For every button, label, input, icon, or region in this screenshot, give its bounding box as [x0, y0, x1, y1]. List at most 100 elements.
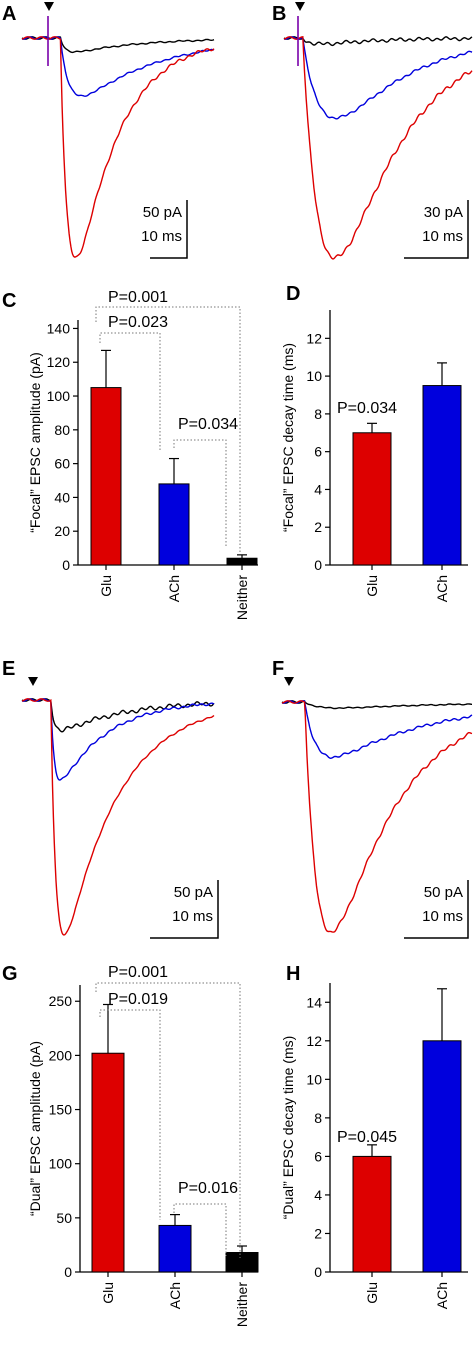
- panel-letter-h: H: [286, 963, 300, 985]
- p-value-label: P=0.045: [337, 1129, 397, 1146]
- trace-black: [281, 700, 472, 710]
- y-tick-label: 120: [47, 354, 71, 370]
- panel-letters: A B C D E F G H: [2, 3, 300, 985]
- bar-neither: [226, 557, 258, 566]
- panel-letter-g: G: [2, 963, 18, 985]
- y-tick-label: 0: [314, 557, 322, 573]
- y-tick-label: 50: [56, 1210, 72, 1226]
- y-tick-label: 10: [306, 1071, 322, 1087]
- bar-ach: [422, 1040, 462, 1273]
- y-tick-label: 0: [314, 1264, 322, 1280]
- x-tick-label: Neither: [234, 1282, 250, 1327]
- bar-glu: [91, 1052, 125, 1273]
- scale-bar-y-label: 50 pA: [424, 884, 463, 901]
- bar-ach: [422, 385, 462, 566]
- y-tick-label: 4: [314, 481, 322, 497]
- trace-red: [281, 700, 473, 933]
- panel-letter-c: C: [2, 290, 16, 312]
- trace-panel-e: 50 pA 10 ms: [21, 677, 219, 939]
- y-tick-label: 12: [306, 330, 322, 346]
- bar-panel-h: 0 2 4 6 8 10 12 14 “Dual” EPSC decay time (ms) Gl…: [280, 983, 468, 1309]
- y-axis-label: “Dual” EPSC amplitude (pA): [27, 1041, 43, 1216]
- significance-bracket: [99, 1009, 161, 1220]
- x-tick-label: Glu: [98, 575, 114, 597]
- trace-blue: [281, 700, 473, 760]
- p-value-label: P=0.034: [178, 416, 238, 433]
- x-tick-label: Glu: [364, 1282, 380, 1304]
- y-tick-label: 250: [49, 993, 73, 1009]
- y-tick-label: 200: [49, 1047, 73, 1063]
- y-tick-label: 0: [62, 557, 70, 573]
- p-value-label: P=0.001: [108, 289, 168, 306]
- y-tick-label: 2: [314, 519, 322, 535]
- y-tick-label: 80: [54, 422, 70, 438]
- trace-panel-f: 50 pA 10 ms: [281, 677, 473, 939]
- bar-ach: [158, 483, 190, 566]
- p-value-label: P=0.016: [178, 1180, 238, 1197]
- x-tick-label: Neither: [234, 575, 250, 620]
- scale-bar: [150, 200, 188, 259]
- bar-panel-d: 0 2 4 6 8 10 12 “Focal” EPSC decay time (ms) Glu…: [280, 310, 468, 602]
- scale-bar-x-label: 10 ms: [422, 908, 463, 925]
- trace-black: [283, 36, 473, 47]
- stimulus-marker-icon: [44, 2, 54, 11]
- y-tick-label: 2: [314, 1225, 322, 1241]
- x-tick-label: ACh: [434, 575, 450, 602]
- scale-bar-x-label: 10 ms: [422, 228, 463, 245]
- significance-bracket: [95, 982, 241, 1258]
- trace-red: [21, 36, 215, 258]
- y-tick-label: 100: [47, 388, 71, 404]
- trace-blue: [21, 698, 215, 781]
- y-tick-label: 10: [306, 368, 322, 384]
- scale-bar: [404, 880, 469, 939]
- scale-bar-x-label: 10 ms: [172, 908, 213, 925]
- y-tick-label: 20: [54, 523, 70, 539]
- panel-letter-d: D: [286, 283, 300, 305]
- bar-glu: [352, 432, 392, 566]
- stimulus-marker-icon: [295, 2, 305, 11]
- x-tick-label: ACh: [166, 575, 182, 602]
- y-axis-label: “Focal” EPSC decay time (ms): [280, 343, 296, 532]
- y-tick-label: 150: [49, 1102, 73, 1118]
- trace-black: [21, 36, 215, 54]
- bar-panel-g: 0 50 100 150 200 250 “Dual” EPSC amplitude (pA…: [27, 964, 259, 1327]
- y-tick-label: 100: [49, 1156, 73, 1172]
- trace-panels: 50 pA 10 ms 30 pA 10 ms 50 pA 10 ms 50 pA 10 ms: [21, 2, 473, 939]
- trace-blue: [283, 36, 473, 120]
- y-tick-label: 6: [314, 1148, 322, 1164]
- trace-red: [283, 36, 473, 260]
- bar-ach: [158, 1224, 192, 1273]
- trace-red: [21, 698, 215, 936]
- x-tick-label: ACh: [434, 1282, 450, 1309]
- significance-bracket: [95, 306, 241, 553]
- p-value-label: P=0.023: [108, 314, 168, 331]
- bar-panel-c: 0 20 40 60 80 100 120 140“Focal” EPSC amplitude…: [27, 289, 258, 620]
- stimulus-marker-icon: [28, 677, 38, 686]
- scale-bar-x-label: 10 ms: [141, 228, 182, 245]
- significance-bracket: [173, 439, 227, 548]
- significance-bracket: [99, 332, 161, 450]
- p-value-label: P=0.019: [108, 991, 168, 1008]
- y-tick-label: 8: [314, 406, 322, 422]
- y-tick-label: 40: [54, 489, 70, 505]
- trace-panel-a: 50 pA 10 ms: [21, 2, 215, 259]
- bar-glu: [352, 1155, 392, 1273]
- y-axis-label: “Focal” EPSC amplitude (pA): [27, 352, 43, 533]
- x-tick-label: Glu: [364, 575, 380, 597]
- panel-letter-f: F: [272, 658, 284, 680]
- y-tick-label: 12: [306, 1033, 322, 1049]
- stimulus-marker-icon: [284, 677, 294, 686]
- scale-bar: [404, 200, 469, 259]
- y-tick-label: 14: [306, 994, 322, 1010]
- trace-blue: [21, 36, 215, 97]
- scale-bar-y-label: 50 pA: [174, 884, 213, 901]
- y-tick-label: 0: [64, 1264, 72, 1280]
- x-tick-label: ACh: [167, 1282, 183, 1309]
- y-tick-label: 140: [47, 320, 71, 336]
- scale-bar-y-label: 30 pA: [424, 204, 463, 221]
- y-tick-label: 6: [314, 444, 322, 460]
- trace-panel-b: 30 pA 10 ms: [283, 2, 473, 260]
- y-tick-label: 60: [54, 456, 70, 472]
